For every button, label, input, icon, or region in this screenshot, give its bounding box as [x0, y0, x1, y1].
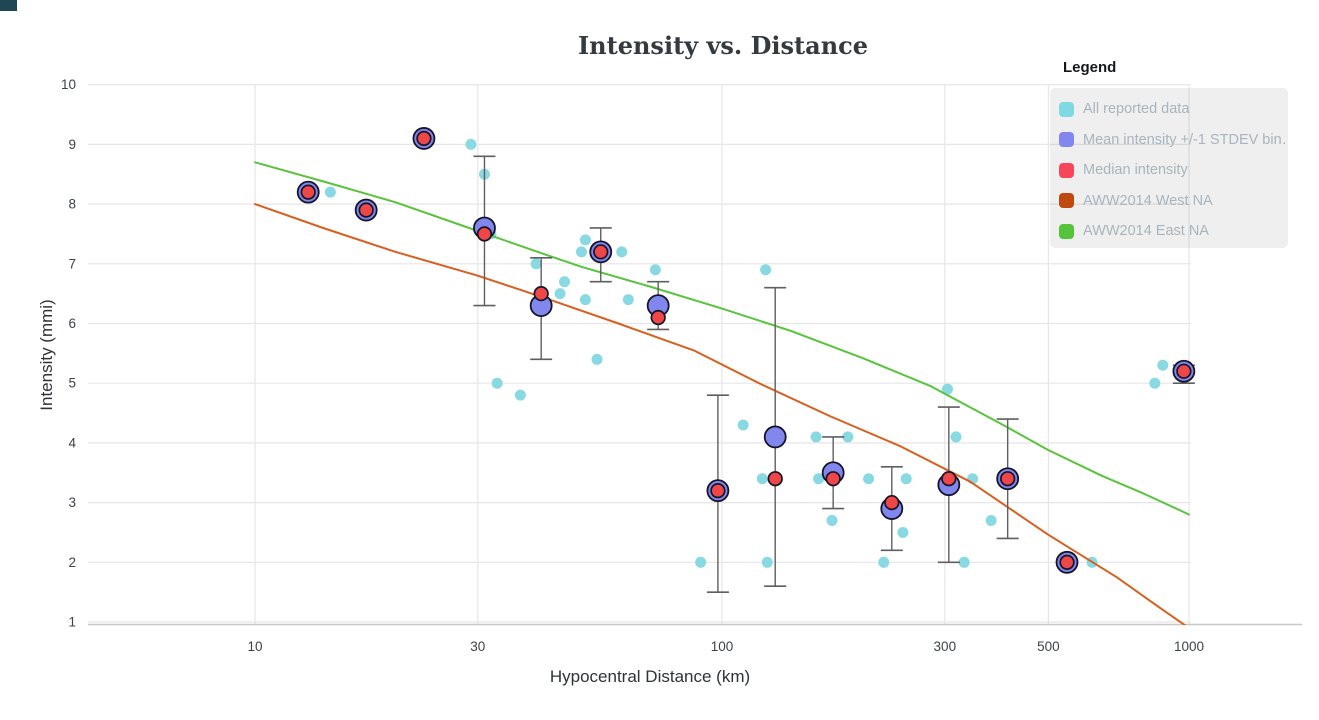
scatter-point-all-reported [559, 276, 571, 288]
gmpe-lines [254, 161, 1190, 625]
y-axis-label: Intensity (mmi) [37, 299, 56, 410]
gmpe-line-west-na [254, 203, 1187, 625]
gridlines [88, 84, 1191, 625]
median-marker [650, 309, 666, 326]
median-marker [1059, 554, 1075, 570]
median-marker [533, 286, 549, 302]
median-marker [1176, 363, 1192, 379]
scatter-point-all-reported [810, 431, 822, 443]
scatter-point-all-reported [324, 186, 336, 198]
scatter-point-all-reported [579, 234, 591, 246]
scatter-point-all-reported [950, 431, 962, 443]
x-tick-label-100: 100 [711, 639, 734, 654]
scatter-point-all-reported [1149, 377, 1161, 389]
median-marker [825, 471, 841, 487]
legend-item-label: AWW2014 East NA [1083, 223, 1209, 240]
x-tick-label-1000: 1000 [1174, 639, 1204, 654]
scatter-point-all-reported [985, 515, 997, 527]
median-marker [300, 184, 316, 200]
y-tick-label-7: 7 [68, 256, 76, 271]
median-intensity-swatch-icon [1059, 162, 1074, 178]
scatter-point-all-reported [958, 556, 970, 568]
scatter-point-all-reported [878, 556, 890, 568]
scatter-point-all-reported [897, 526, 909, 538]
median-marker [710, 483, 726, 499]
aww2014-west-na-swatch-icon [1059, 193, 1074, 209]
scatter-point-all-reported [761, 556, 773, 568]
scatter-point-all-reported [575, 246, 587, 258]
scatter-point-all-reported [514, 389, 526, 401]
legend-title: Legend [1063, 59, 1117, 76]
y-tick-label-2: 2 [68, 555, 76, 570]
scatter-point-all-reported [900, 473, 912, 485]
scatter-point-all-reported [622, 294, 634, 306]
chart-title: Intensity vs. Distance [578, 31, 868, 60]
scatter-point-all-reported [554, 288, 566, 300]
legend-item-mean-intensity[interactable]: Mean intensity +/-1 STDEV bin… [1059, 125, 1288, 156]
scatter-point-all-reported [863, 473, 875, 485]
median-intensity-series [300, 130, 1192, 570]
scatter-point-all-reported [756, 473, 768, 485]
legend-item-all-reported-data[interactable]: All reported data [1059, 94, 1288, 125]
x-tick-label-10: 10 [247, 639, 262, 654]
legend-item-aww2014-west-na[interactable]: AWW2014 West NA [1059, 186, 1288, 217]
y-tick-label-3: 3 [68, 495, 76, 510]
y-tick-label-5: 5 [68, 376, 76, 391]
all-reported-data-swatch-icon [1059, 101, 1074, 117]
mean-marker [763, 425, 787, 449]
x-tick-label-500: 500 [1037, 639, 1060, 654]
y-tick-label-6: 6 [68, 316, 76, 331]
scatter-point-all-reported [695, 556, 707, 568]
median-marker [767, 471, 783, 487]
y-tick-label-8: 8 [68, 197, 76, 212]
median-marker [1000, 471, 1016, 487]
scatter-point-all-reported [491, 377, 503, 389]
scatter-point-all-reported [616, 246, 628, 258]
y-tick-label-9: 9 [68, 137, 76, 152]
x-axis-ticks: 10 30 100 300 500 1000 [247, 639, 1204, 654]
y-axis-ticks: 1 2 3 4 5 6 7 8 9 10 [61, 77, 77, 629]
x-tick-label-300: 300 [934, 639, 957, 654]
scatter-point-all-reported [842, 431, 854, 443]
scatter-point-all-reported [649, 264, 661, 276]
all-reported-data-series [324, 138, 1169, 568]
scatter-point-all-reported [591, 353, 603, 365]
scatter-point-all-reported [942, 383, 954, 395]
scatter-point-all-reported [813, 473, 825, 485]
median-marker [593, 244, 609, 260]
gmpe-line-east-na [254, 161, 1190, 516]
median-marker [941, 471, 957, 487]
legend: All reported data Mean intensity +/-1 ST… [1050, 88, 1288, 248]
legend-item-aww2014-east-na[interactable]: AWW2014 East NA [1059, 216, 1288, 247]
x-tick-label-30: 30 [470, 639, 485, 654]
median-marker [884, 494, 900, 511]
y-tick-label-10: 10 [61, 77, 76, 92]
scatter-point-all-reported [737, 419, 749, 431]
scatter-point-all-reported [465, 138, 477, 150]
scatter-point-all-reported [530, 258, 542, 270]
mean-intensity-swatch-icon [1059, 132, 1074, 148]
legend-item-median-intensity[interactable]: Median intensity [1059, 155, 1288, 186]
median-marker [476, 226, 493, 242]
legend-item-label: AWW2014 West NA [1083, 192, 1213, 209]
scatter-point-all-reported [826, 515, 838, 527]
corner-artifact [0, 0, 17, 11]
median-marker [358, 202, 374, 218]
legend-item-label: Median intensity [1083, 162, 1188, 179]
aww2014-east-na-swatch-icon [1059, 223, 1074, 239]
legend-item-label: All reported data [1083, 101, 1190, 118]
y-tick-label-4: 4 [68, 435, 76, 450]
scatter-point-all-reported [1157, 359, 1169, 371]
y-tick-label-1: 1 [68, 615, 76, 630]
legend-item-label: Mean intensity +/-1 STDEV bin… [1083, 131, 1288, 148]
x-axis-label: Hypocentral Distance (km) [550, 667, 750, 686]
median-marker [416, 130, 432, 147]
scatter-point-all-reported [760, 264, 772, 276]
scatter-point-all-reported [579, 294, 591, 306]
